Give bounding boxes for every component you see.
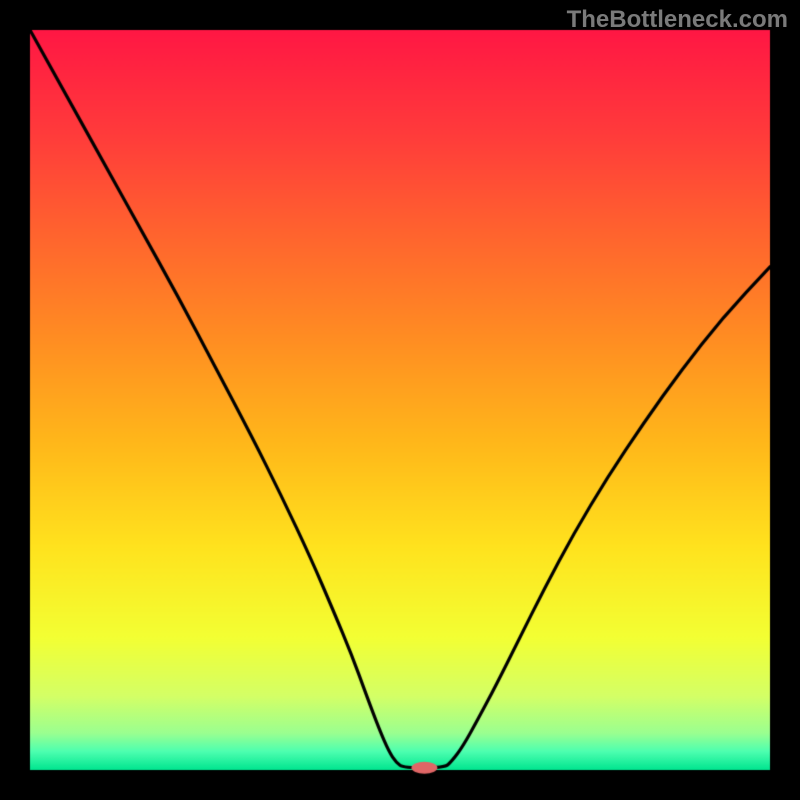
bottleneck-chart-canvas bbox=[0, 0, 800, 800]
watermark-text: TheBottleneck.com bbox=[567, 6, 788, 34]
chart-container: TheBottleneck.com bbox=[0, 0, 800, 800]
